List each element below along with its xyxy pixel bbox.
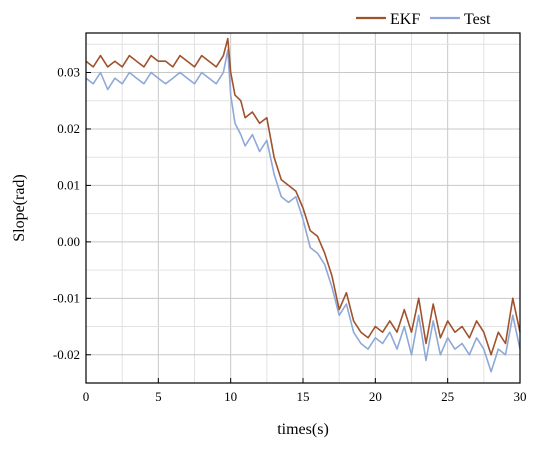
y-tick-label: -0.01 (53, 290, 80, 305)
series-line-test (85, 49, 521, 373)
x-tick-label: 15 (297, 389, 310, 404)
x-tick-label: 20 (369, 389, 382, 404)
y-tick-label: 0.02 (57, 121, 80, 136)
legend: EKF Test (356, 11, 491, 28)
grid-lines (85, 33, 521, 383)
series-line-ekf (85, 37, 521, 356)
x-tick-label: 0 (83, 389, 90, 404)
legend-label-test: Test (464, 11, 491, 28)
x-tick-label: 10 (224, 389, 237, 404)
legend-label-ekf: EKF (390, 11, 420, 28)
y-axis-label: Slope(rad) (11, 174, 28, 242)
x-axis-label: times(s) (277, 421, 329, 438)
x-tick-label: 25 (441, 389, 454, 404)
y-tick-label: 0.03 (57, 65, 80, 80)
axis-ticks: 0 5 10 15 20 25 30 -0.02 -0.01 0.00 0.01 0.02 0.03 (53, 65, 527, 404)
y-tick-label: -0.02 (53, 347, 80, 362)
series-lines (85, 37, 521, 373)
y-tick-label: 0.00 (57, 234, 80, 249)
y-tick-label: 0.01 (57, 177, 80, 192)
x-tick-label: 5 (155, 389, 162, 404)
x-tick-label: 30 (514, 389, 527, 404)
